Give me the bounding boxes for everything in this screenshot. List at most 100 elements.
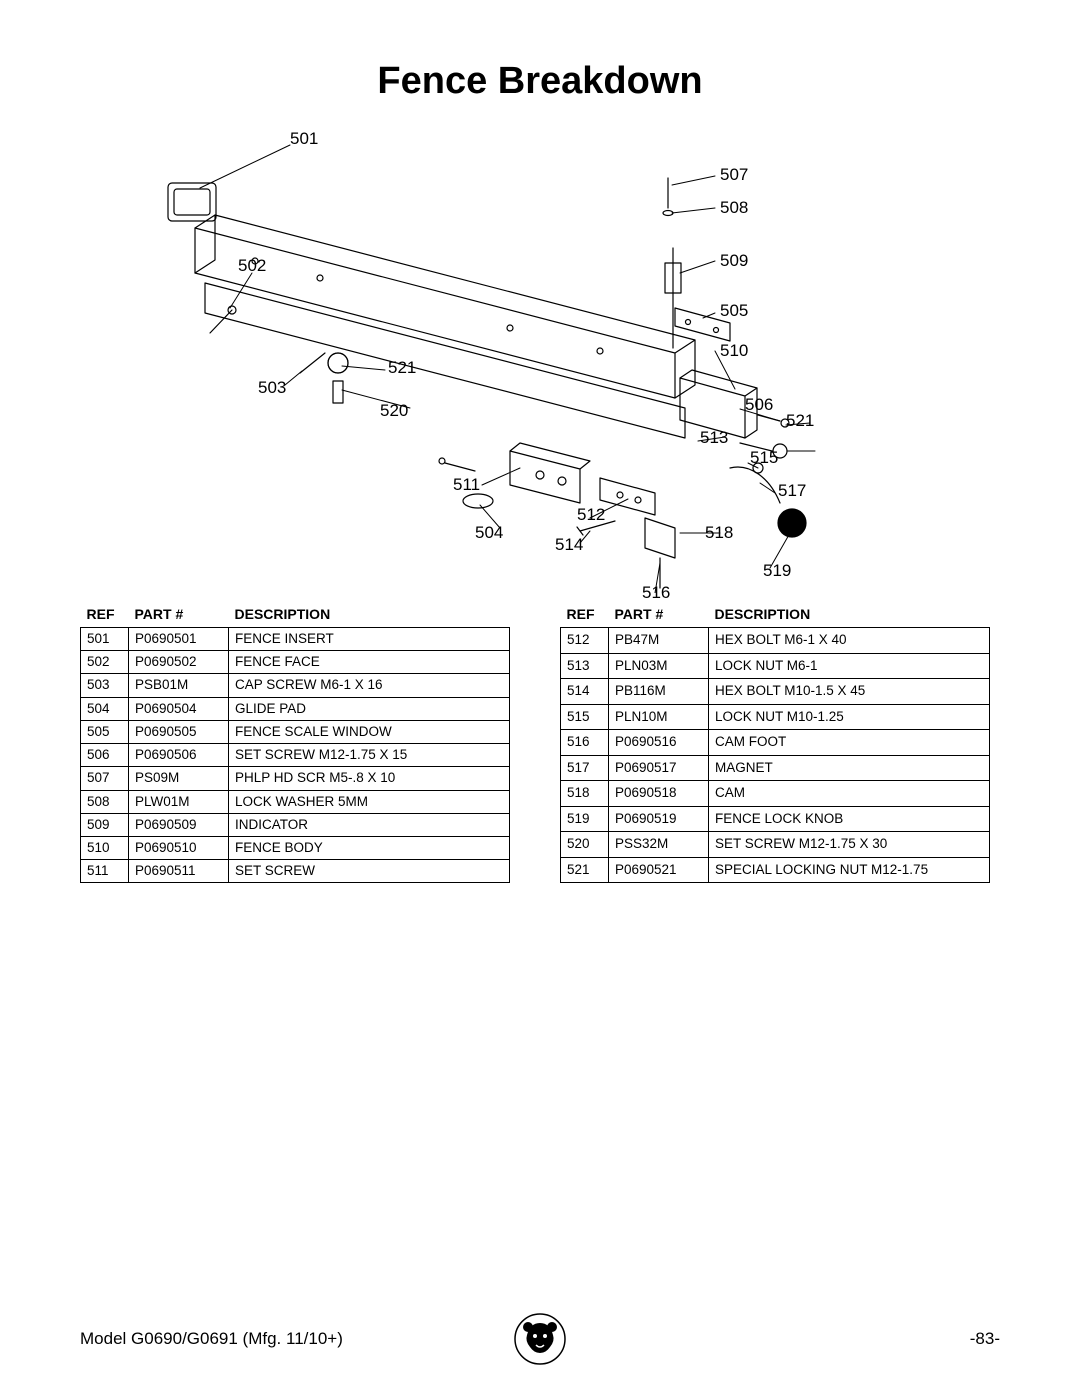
cell-part: P0690521 (609, 857, 709, 883)
cell-ref: 521 (561, 857, 609, 883)
table-row: 518P0690518CAM (561, 781, 990, 807)
cell-desc: SET SCREW M12-1.75 X 15 (229, 744, 510, 767)
table-row: 505P0690505FENCE SCALE WINDOW (81, 720, 510, 743)
table-row: 519P0690519FENCE LOCK KNOB (561, 806, 990, 832)
cell-ref: 501 (81, 628, 129, 651)
cell-desc: CAP SCREW M6-1 X 16 (229, 674, 510, 697)
callout-516: 516 (642, 583, 670, 603)
callout-511: 511 (453, 475, 480, 495)
col-ref: REF (561, 603, 609, 628)
cell-ref: 505 (81, 720, 129, 743)
cell-part: PLN03M (609, 653, 709, 679)
cell-ref: 508 (81, 790, 129, 813)
cell-desc: FENCE LOCK KNOB (709, 806, 990, 832)
table-row: 521P0690521SPECIAL LOCKING NUT M12-1.75 (561, 857, 990, 883)
table-row: 517P0690517MAGNET (561, 755, 990, 781)
table-row: 506P0690506SET SCREW M12-1.75 X 15 (81, 744, 510, 767)
callout-519: 519 (763, 561, 791, 581)
cell-ref: 512 (561, 628, 609, 654)
cell-part: P0690509 (129, 813, 229, 836)
cell-ref: 502 (81, 651, 129, 674)
callout-513: 513 (700, 428, 728, 448)
cell-desc: FENCE BODY (229, 836, 510, 859)
cell-desc: INDICATOR (229, 813, 510, 836)
table-row: 514PB116MHEX BOLT M10-1.5 X 45 (561, 679, 990, 705)
callout-520: 520 (380, 401, 408, 421)
cell-ref: 513 (561, 653, 609, 679)
cell-ref: 506 (81, 744, 129, 767)
parts-tables: REF PART # DESCRIPTION 501P0690501FENCE … (80, 603, 1000, 883)
cell-ref: 515 (561, 704, 609, 730)
footer-model: Model G0690/G0691 (Mfg. 11/10+) (80, 1329, 343, 1349)
col-desc: DESCRIPTION (229, 603, 510, 628)
col-ref: REF (81, 603, 129, 628)
table-row: 504P0690504GLIDE PAD (81, 697, 510, 720)
cell-ref: 504 (81, 697, 129, 720)
table-row: 510P0690510FENCE BODY (81, 836, 510, 859)
table-row: 512PB47MHEX BOLT M6-1 X 40 (561, 628, 990, 654)
cell-part: P0690502 (129, 651, 229, 674)
cell-part: P0690506 (129, 744, 229, 767)
cell-ref: 519 (561, 806, 609, 832)
cell-desc: LOCK NUT M6-1 (709, 653, 990, 679)
col-part: PART # (129, 603, 229, 628)
cell-desc: FENCE INSERT (229, 628, 510, 651)
cell-desc: SPECIAL LOCKING NUT M12-1.75 (709, 857, 990, 883)
cell-ref: 520 (561, 832, 609, 858)
parts-table-left: REF PART # DESCRIPTION 501P0690501FENCE … (80, 603, 510, 883)
callout-506: 506 (745, 395, 773, 415)
cell-ref: 516 (561, 730, 609, 756)
cell-part: P0690519 (609, 806, 709, 832)
cell-part: P0690517 (609, 755, 709, 781)
callout-509: 509 (720, 251, 748, 271)
callout-517: 517 (778, 481, 806, 501)
cell-part: PSB01M (129, 674, 229, 697)
cell-part: PLW01M (129, 790, 229, 813)
cell-part: P0690516 (609, 730, 709, 756)
table-row: 508PLW01MLOCK WASHER 5MM (81, 790, 510, 813)
callout-507: 507 (720, 165, 748, 185)
cell-desc: CAM FOOT (709, 730, 990, 756)
cell-ref: 518 (561, 781, 609, 807)
exploded-diagram: 501 502 503 521 520 504 511 512 514 516 … (80, 123, 1000, 593)
cell-desc: SET SCREW (229, 860, 510, 883)
cell-ref: 517 (561, 755, 609, 781)
cell-desc: LOCK NUT M10-1.25 (709, 704, 990, 730)
cell-part: PS09M (129, 767, 229, 790)
callout-521-right-a: 521 (786, 411, 814, 431)
diagram-svg (80, 123, 1000, 593)
cell-desc: CAM (709, 781, 990, 807)
cell-part: PLN10M (609, 704, 709, 730)
table-row: 501P0690501FENCE INSERT (81, 628, 510, 651)
callout-501: 501 (290, 129, 318, 149)
table-row: 516P0690516CAM FOOT (561, 730, 990, 756)
cell-part: P0690518 (609, 781, 709, 807)
callout-510: 510 (720, 341, 748, 361)
callout-515: 515 (750, 448, 778, 468)
cell-desc: HEX BOLT M10-1.5 X 45 (709, 679, 990, 705)
cell-desc: FENCE FACE (229, 651, 510, 674)
callout-514: 514 (555, 535, 583, 555)
cell-desc: FENCE SCALE WINDOW (229, 720, 510, 743)
table-row: 509P0690509INDICATOR (81, 813, 510, 836)
cell-part: P0690504 (129, 697, 229, 720)
table-row: 503PSB01MCAP SCREW M6-1 X 16 (81, 674, 510, 697)
cell-ref: 503 (81, 674, 129, 697)
callout-503: 503 (258, 378, 286, 398)
cell-ref: 509 (81, 813, 129, 836)
callout-521-left: 521 (388, 358, 416, 378)
cell-part: P0690510 (129, 836, 229, 859)
callout-502: 502 (238, 256, 266, 276)
cell-desc: LOCK WASHER 5MM (229, 790, 510, 813)
callout-508: 508 (720, 198, 748, 218)
cell-desc: PHLP HD SCR M5-.8 X 10 (229, 767, 510, 790)
table-row: 520PSS32MSET SCREW M12-1.75 X 30 (561, 832, 990, 858)
cell-desc: MAGNET (709, 755, 990, 781)
cell-ref: 514 (561, 679, 609, 705)
table-row: 511P0690511SET SCREW (81, 860, 510, 883)
cell-part: PB47M (609, 628, 709, 654)
page-title: Fence Breakdown (80, 60, 1000, 103)
cell-ref: 510 (81, 836, 129, 859)
brand-logo-icon (514, 1313, 566, 1365)
cell-part: P0690511 (129, 860, 229, 883)
